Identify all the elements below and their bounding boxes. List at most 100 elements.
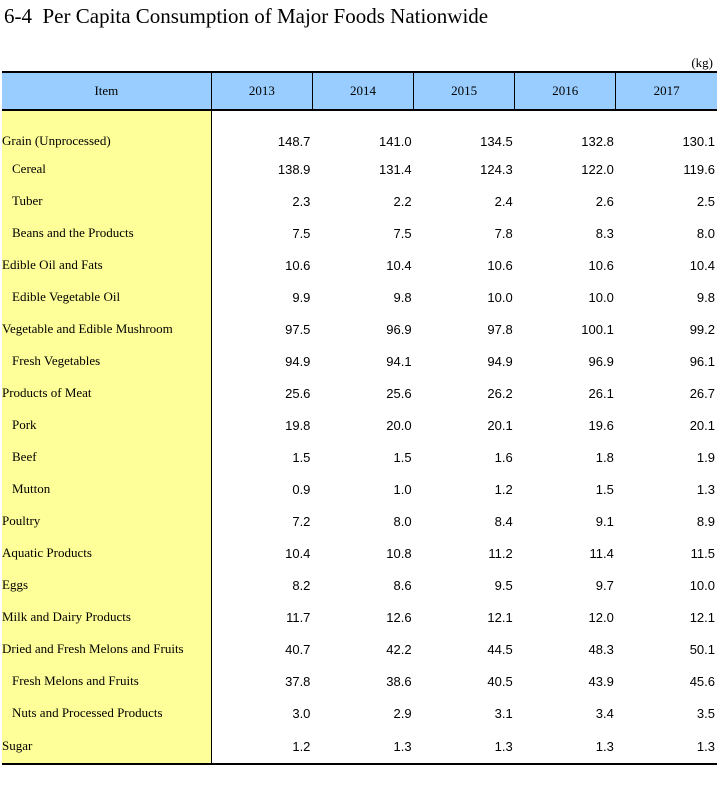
value-cell: 20.0 (386, 417, 412, 433)
value-cell: 3.1 (494, 705, 513, 721)
value-cell: 100.1 (581, 321, 614, 337)
unit-label: (kg) (691, 55, 713, 70)
value-cell: 97.5 (285, 321, 311, 337)
row-label: Vegetable and Edible Mushroom (2, 313, 212, 345)
value-cell: 12.6 (386, 609, 412, 625)
row-label: Pork (2, 409, 212, 441)
value-cell: 1.3 (615, 729, 717, 765)
row-label: Aquatic Products (2, 537, 212, 569)
table-row: Aquatic Products 10.4 10.8 11.2 11.4 11.5 (2, 537, 717, 569)
value-cell: 1.0 (393, 481, 412, 497)
value-cell: 119.6 (683, 161, 715, 177)
value-cell: 3.0 (292, 705, 311, 721)
table-row: Eggs 8.2 8.6 9.5 9.7 10.0 (2, 569, 717, 601)
row-label: Cereal (2, 153, 212, 185)
value-cell: 2.3 (292, 193, 311, 209)
value-cell: 94.1 (386, 353, 412, 369)
table-row: Dried and Fresh Melons and Fruits 40.7 42.… (2, 633, 717, 665)
value-cell: 26.2 (487, 385, 513, 401)
value-cell: 8.6 (393, 577, 412, 593)
value-cell: 1.2 (211, 729, 313, 765)
value-cell: 25.6 (285, 385, 311, 401)
table-row: Grain (Unprocessed) 148.7 141.0 134.5 132.8 1… (2, 129, 717, 153)
value-cell: 19.8 (285, 417, 311, 433)
value-cell: 11.5 (690, 545, 715, 561)
row-label: Beans and the Products (2, 217, 212, 249)
column-header-year: 2014 (311, 71, 414, 111)
value-cell: 37.8 (285, 673, 311, 689)
value-cell: 9.1 (595, 513, 614, 529)
value-cell: 20.1 (487, 417, 513, 433)
value-cell: 138.9 (277, 161, 311, 177)
row-label: Sugar (2, 729, 212, 765)
value-cell: 1.6 (494, 449, 513, 465)
row-label: Edible Oil and Fats (2, 249, 212, 281)
value-cell: 3.4 (595, 705, 614, 721)
value-cell: 12.1 (487, 609, 513, 625)
value-cell: 132.8 (581, 133, 614, 149)
value-cell: 94.9 (487, 353, 513, 369)
table-row: Mutton 0.9 1.0 1.2 1.5 1.3 (2, 473, 717, 505)
value-cell: 99.2 (689, 321, 715, 337)
value-cell: 131.4 (379, 161, 412, 177)
row-label: Eggs (2, 569, 212, 601)
value-cell: 96.1 (689, 353, 715, 369)
value-cell: 97.8 (487, 321, 513, 337)
page-title: 6-4 Per Capita Consumption of Major Food… (4, 4, 489, 28)
value-cell: 8.0 (696, 225, 715, 241)
value-cell: 1.5 (393, 449, 412, 465)
table-body: Grain (Unprocessed) 148.7 141.0 134.5 132.8 1… (2, 110, 717, 765)
header-row: Item 2013 2014 2015 2016 2017 (2, 71, 717, 111)
row-label: Beef (2, 441, 212, 473)
column-header-year: 2015 (413, 71, 515, 111)
row-label: Fresh Vegetables (2, 345, 212, 377)
row-label: Mutton (2, 473, 212, 505)
spacer-row (2, 110, 717, 129)
table-row: Milk and Dairy Products 11.7 12.6 12.1 12.0 1… (2, 601, 717, 633)
value-cell: 141.0 (379, 133, 412, 149)
value-cell: 1.5 (292, 449, 311, 465)
value-cell: 9.8 (393, 289, 412, 305)
value-cell: 40.5 (487, 673, 513, 689)
value-cell: 1.3 (413, 729, 515, 765)
value-cell: 10.4 (689, 257, 715, 273)
row-label: Grain (Unprocessed) (2, 129, 212, 153)
value-cell: 148.7 (277, 133, 311, 149)
value-cell: 130.1 (682, 133, 715, 149)
value-cell: 1.5 (595, 481, 614, 497)
value-cell: 3.5 (696, 705, 715, 721)
table-row: Tuber 2.3 2.2 2.4 2.6 2.5 (2, 185, 717, 217)
value-cell: 10.6 (487, 257, 513, 273)
row-label: Poultry (2, 505, 212, 537)
value-cell: 11.7 (286, 609, 311, 625)
value-cell: 12.1 (689, 609, 715, 625)
value-cell: 2.4 (494, 193, 513, 209)
value-cell: 10.0 (487, 289, 513, 305)
value-cell: 7.5 (393, 225, 412, 241)
value-cell: 45.6 (689, 673, 715, 689)
table-row: Fresh Melons and Fruits 37.8 38.6 40.5 43.9 4… (2, 665, 717, 697)
value-cell: 1.9 (696, 449, 715, 465)
value-cell: 19.6 (588, 417, 614, 433)
column-header-year: 2017 (615, 71, 717, 111)
value-cell: 2.6 (595, 193, 614, 209)
value-cell: 40.7 (285, 641, 311, 657)
row-label: Milk and Dairy Products (2, 601, 212, 633)
table-row: Fresh Vegetables 94.9 94.1 94.9 96.9 96.1 (2, 345, 717, 377)
value-cell: 96.9 (588, 353, 614, 369)
value-cell: 11.2 (488, 545, 513, 561)
value-cell: 25.6 (386, 385, 412, 401)
value-cell: 7.8 (494, 225, 513, 241)
row-label: Edible Vegetable Oil (2, 281, 212, 313)
row-label: Fresh Melons and Fruits (2, 665, 212, 697)
value-cell: 10.4 (386, 257, 412, 273)
value-cell: 9.8 (696, 289, 715, 305)
value-cell: 8.4 (494, 513, 513, 529)
value-cell: 1.3 (696, 481, 715, 497)
value-cell: 1.2 (494, 481, 513, 497)
value-cell: 44.5 (487, 641, 513, 657)
table-row: Products of Meat 25.6 25.6 26.2 26.1 26.7 (2, 377, 717, 409)
value-cell: 20.1 (689, 417, 715, 433)
value-cell: 2.9 (393, 705, 412, 721)
table-row: Beans and the Products 7.5 7.5 7.8 8.3 8.0 (2, 217, 717, 249)
